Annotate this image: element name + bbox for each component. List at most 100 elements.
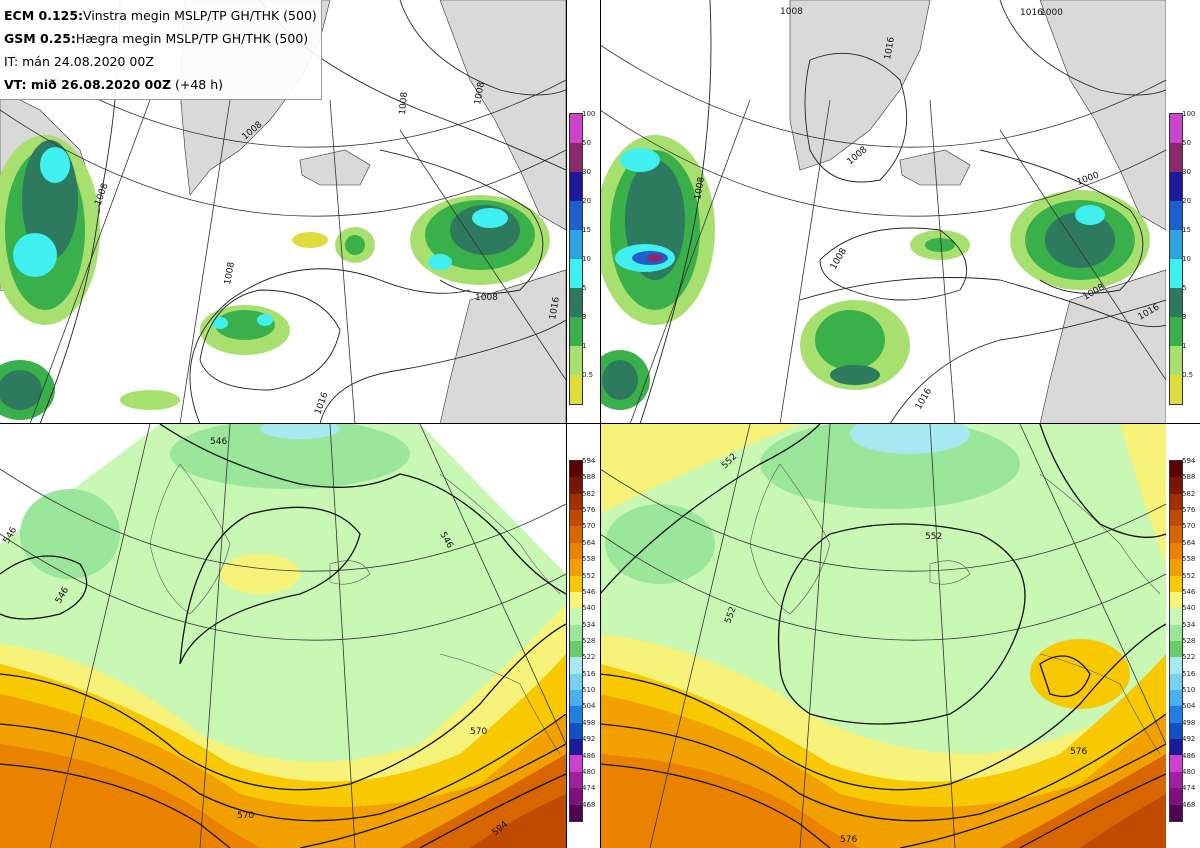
colorbar-label: 0.5 [1182, 371, 1194, 379]
graticule [600, 44, 1166, 424]
thk-564 [600, 754, 860, 848]
thickness-colorbar-labels-left: 594 588 582 576 570 564 558 552 546 540 534 528 522 5… [582, 457, 600, 820]
colorbar-label: 534 [1182, 620, 1196, 629]
colorbar-swatch [1170, 739, 1182, 756]
colorbar-swatch [1170, 201, 1182, 230]
colorbar-swatch [570, 771, 582, 789]
colorbar-label: 504 [1182, 702, 1196, 711]
colorbar-label: 546 [582, 587, 596, 596]
contour-label: 1016 [1020, 8, 1043, 18]
panel-separator-left [566, 0, 567, 848]
colorbar-swatch [570, 493, 582, 511]
colorbar-label: 100 [1182, 110, 1196, 118]
colorbar-swatch [570, 510, 582, 527]
colorbar-label: 510 [582, 686, 596, 695]
colorbar-label: 576 [1182, 506, 1196, 515]
colorbar-label: 582 [1182, 489, 1196, 498]
europe-land [1039, 269, 1166, 424]
colorbar-swatch [570, 143, 582, 172]
colorbar-label: 528 [582, 637, 596, 645]
colorbar-swatch [570, 690, 582, 707]
colorbar-label: 582 [582, 489, 596, 498]
colorbar-label: 10 [582, 255, 591, 263]
colorbar-label: 486 [1182, 751, 1196, 760]
colorbar-swatch [1170, 575, 1182, 592]
colorbar-swatch [570, 739, 582, 756]
colorbar-swatch [1170, 375, 1182, 404]
thk-576 [470, 794, 566, 848]
precip-colorbar-right [1169, 113, 1183, 405]
colorbar-swatch [1170, 477, 1182, 494]
contour-label: 1008 [780, 7, 803, 17]
map-title-box: ECM 0.125:Vinstra megin MSLP/TP GH/THK (… [0, 0, 322, 100]
contour-label: 1008 [398, 91, 410, 115]
colorbar-label: 30 [582, 168, 591, 176]
colorbar-swatch [1170, 690, 1182, 707]
colorbar-swatch [1170, 673, 1182, 691]
contour-label: 570 [237, 811, 254, 821]
colorbar-swatch [570, 804, 582, 821]
precip-areas [0, 135, 550, 420]
colorbar-swatch [570, 346, 582, 375]
colorbar-swatch [570, 640, 582, 658]
thk-534-area [170, 424, 410, 489]
colorbar-swatch [1170, 259, 1182, 288]
thickness-colorbar-left [569, 460, 583, 822]
coastlines [149, 463, 561, 755]
colorbar-swatch [1170, 804, 1182, 821]
colorbar-swatch [1170, 624, 1182, 641]
colorbar-label: 594 [1182, 457, 1196, 465]
colorbar-swatch [570, 608, 582, 625]
contour-label: 1008 [223, 261, 237, 286]
colorbar-swatch [1170, 542, 1182, 560]
colorbar-swatch [570, 477, 582, 494]
colorbar-label: 20 [582, 197, 591, 205]
colorbar-label: 534 [582, 620, 596, 629]
colorbar-label: 570 [582, 522, 596, 531]
colorbar-swatch [1170, 114, 1182, 143]
thk-564 [0, 744, 260, 848]
title-line-3: IT: mán 24.08.2020 00Z [4, 54, 154, 69]
colorbar-label: 564 [582, 538, 596, 547]
colorbar-swatch [570, 114, 582, 143]
graticule [0, 424, 566, 848]
title-line-2: GSM 0.25:Hægra megin MSLP/TP GH/THK (500… [4, 31, 309, 46]
contour-label: 552 [925, 532, 942, 542]
colorbar-label: 570 [1182, 522, 1196, 531]
colorbar-label: 480 [582, 767, 596, 776]
colorbar-swatch [570, 259, 582, 288]
thickness-colorbar-labels-right: 594 588 582 576 570 564 558 552 546 540 534 528 522 5… [1182, 457, 1200, 820]
isobars [639, 0, 1166, 424]
contour-label: 1016 [548, 296, 562, 321]
scandinavia-land [1039, 0, 1166, 231]
colorbar-label: 516 [582, 669, 596, 678]
colorbar-swatch [570, 317, 582, 346]
colorbar-label: 498 [582, 718, 596, 727]
colorbar-label: 558 [582, 555, 596, 564]
colorbar-swatch [570, 657, 582, 674]
colorbar-label: 20 [1182, 197, 1191, 205]
colorbar-label: 474 [1182, 784, 1196, 793]
panel-separator-right [600, 0, 601, 848]
geopotential-contours [0, 424, 566, 848]
colorbar-label: 468 [1182, 800, 1196, 809]
colorbar-label: 0.5 [582, 371, 594, 379]
colorbar-label: 540 [582, 604, 596, 613]
colorbar-swatch [1170, 230, 1182, 259]
colorbar-swatch [570, 526, 582, 543]
geopotential-contours [600, 424, 1166, 848]
contour-label: 1016 [883, 36, 897, 61]
colorbar-label: 15 [1182, 226, 1191, 234]
colorbar-label: 594 [582, 457, 596, 465]
colorbar-label: 492 [582, 735, 596, 744]
colorbar-swatch [1170, 608, 1182, 625]
colorbar-swatch [1170, 640, 1182, 658]
colorbar-swatch [1170, 657, 1182, 674]
colorbar-label: 564 [1182, 538, 1196, 547]
colorbar-swatch [570, 673, 582, 691]
gsm-mslp-precip-map: 1016 1008 1016 1000 1008 1008 1008 1000 … [600, 0, 1166, 424]
colorbar-swatch [570, 559, 582, 576]
colorbar-label: 3 [582, 313, 587, 321]
colorbar-label: 10 [1182, 255, 1191, 263]
colorbar-label: 504 [582, 702, 596, 711]
